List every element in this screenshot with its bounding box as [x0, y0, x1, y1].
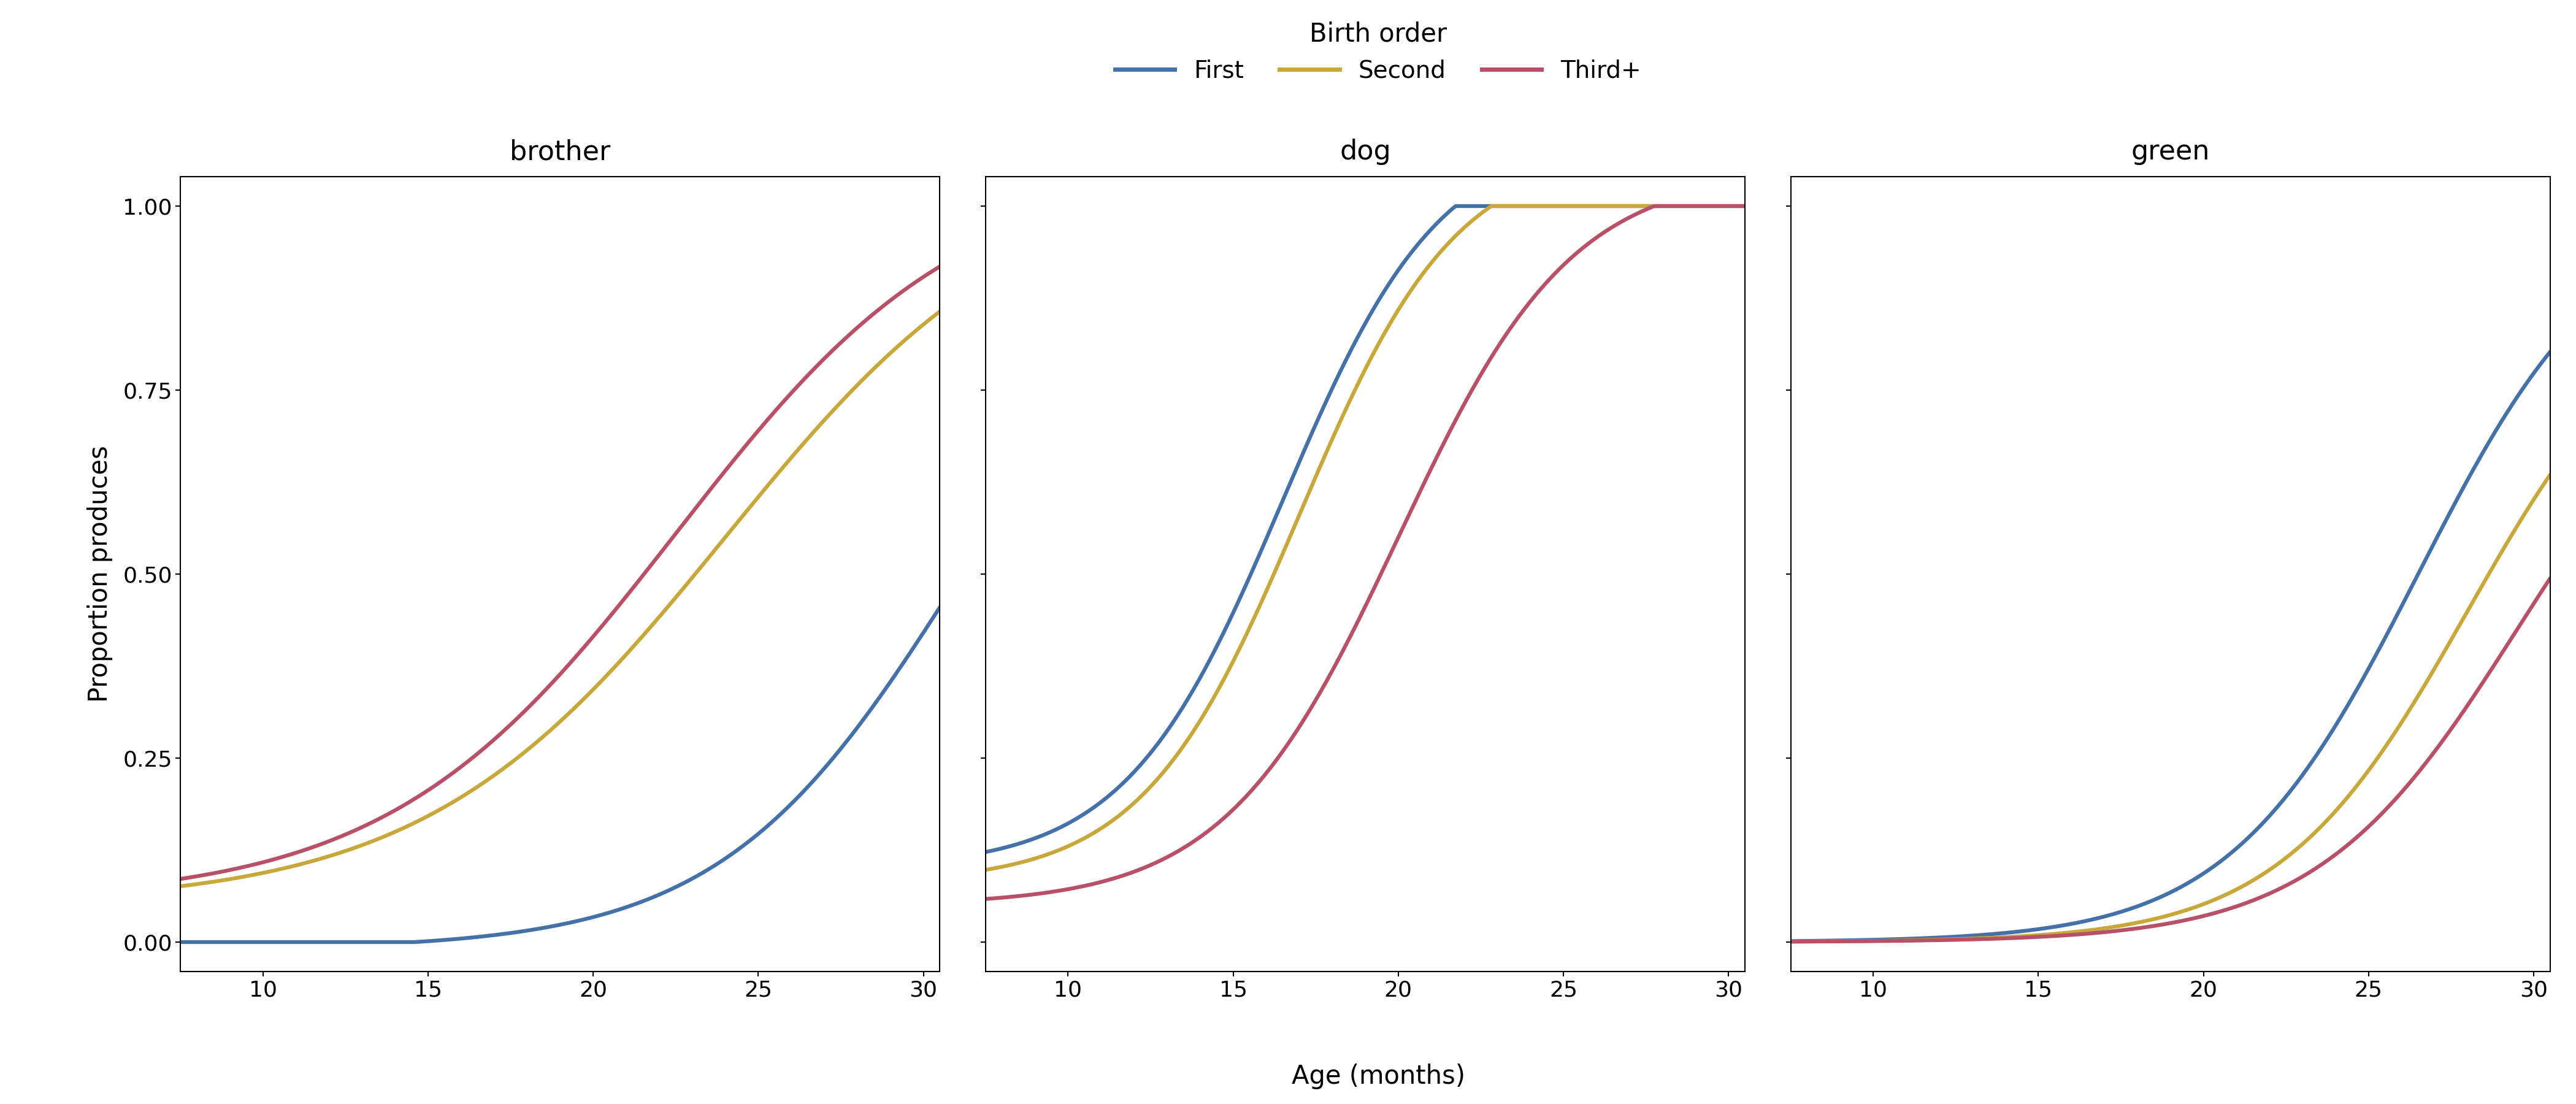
Legend: First, Second, Third+: First, Second, Third+: [1105, 12, 1651, 92]
Title: dog: dog: [1340, 139, 1391, 166]
Y-axis label: Proportion produces: Proportion produces: [88, 446, 113, 702]
Text: Age (months): Age (months): [1291, 1063, 1466, 1090]
Title: green: green: [2130, 139, 2210, 166]
Title: brother: brother: [510, 139, 611, 166]
